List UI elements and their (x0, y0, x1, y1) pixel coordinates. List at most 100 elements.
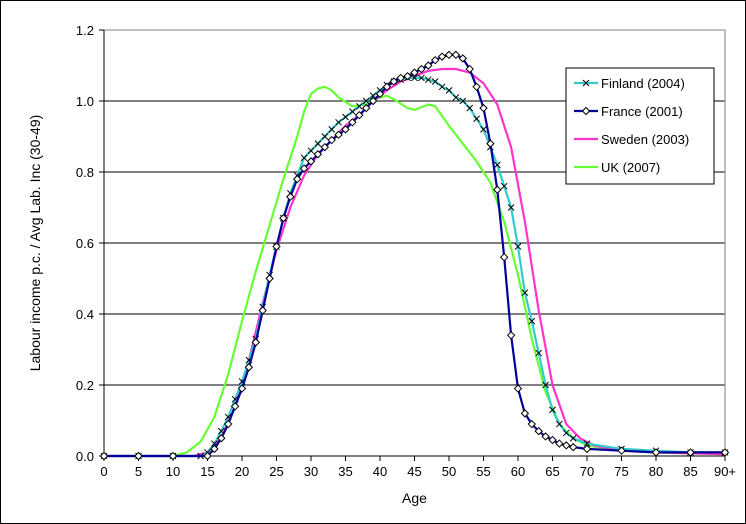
data-point-france-2001 (99, 451, 109, 461)
x-tick-label: 30 (304, 464, 318, 479)
data-point-finland-2004 (342, 113, 349, 121)
x-tick-label: 50 (442, 464, 456, 479)
data-point-france-2001 (375, 89, 385, 99)
data-point-france-2001 (451, 50, 461, 60)
data-point-france-2001 (444, 50, 454, 60)
data-point-finland-2004 (459, 97, 467, 105)
data-point-france-2001 (486, 139, 495, 148)
data-point-france-2001 (286, 192, 295, 202)
data-point-finland-2004 (411, 74, 418, 82)
legend-marker (581, 106, 591, 116)
data-point-finland-2004 (355, 102, 363, 110)
data-point-france-2001 (168, 451, 178, 461)
data-point-france-2001 (237, 384, 247, 393)
y-tick-label: 0.2 (76, 378, 94, 393)
data-point-france-2001 (313, 150, 323, 159)
data-point-france-2001 (361, 103, 371, 113)
data-point-france-2001 (513, 384, 523, 393)
data-point-finland-2004 (542, 381, 549, 389)
data-point-france-2001 (203, 451, 212, 461)
data-point-france-2001 (396, 73, 405, 83)
data-point-france-2001 (217, 434, 226, 443)
data-point-france-2001 (582, 444, 592, 454)
data-point-finland-2004 (328, 126, 336, 133)
data-point-finland-2004 (431, 78, 439, 85)
legend-label: Sweden (2003) (601, 132, 689, 147)
x-tick-label: 35 (338, 464, 352, 479)
x-tick-label: 45 (407, 464, 421, 479)
legend-item-sweden-2003: Sweden (2003) (574, 132, 689, 147)
data-point-france-2001 (527, 419, 537, 429)
data-point-france-2001 (327, 135, 336, 145)
data-point-france-2001 (403, 71, 412, 81)
legend: Finland (2004) France (2001) Sweden (2003)… (565, 67, 715, 185)
data-point-finland-2004 (473, 115, 480, 123)
data-point-france-2001 (410, 68, 419, 77)
data-point-finland-2004 (418, 74, 425, 82)
y-tick-label: 0.8 (76, 165, 94, 180)
data-point-finland-2004 (493, 161, 501, 169)
data-point-finland-2004 (562, 429, 570, 437)
x-tick-label: 25 (269, 464, 283, 479)
x-axis-title: Age (402, 490, 427, 506)
data-point-france-2001 (244, 363, 254, 372)
data-point-france-2001 (223, 419, 233, 429)
data-point-france-2001 (265, 274, 274, 283)
y-tick-label: 1.2 (76, 23, 94, 38)
data-point-france-2001 (479, 103, 488, 113)
data-point-finland-2004 (300, 154, 308, 162)
data-point-finland-2004 (507, 204, 515, 211)
series-line-uk-2007 (104, 85, 726, 458)
data-point-france-2001 (499, 252, 509, 262)
y-axis-title: Labour income p.c. / Avg Lab. Inc (30-49… (27, 115, 43, 372)
y-tick-label: 1.0 (76, 94, 94, 109)
legend-item-france-2001: France (2001) (574, 104, 683, 119)
data-point-finland-2004 (528, 317, 536, 325)
data-point-france-2001 (534, 426, 543, 436)
data-point-france-2001 (334, 130, 343, 139)
data-point-france-2001 (341, 125, 350, 134)
data-point-finland-2004 (500, 182, 508, 190)
data-point-france-2001 (520, 409, 530, 418)
data-point-france-2001 (472, 82, 481, 92)
data-point-finland-2004 (521, 289, 529, 297)
x-tick-label: 80 (649, 464, 663, 479)
data-point-france-2001 (320, 142, 330, 152)
data-point-france-2001 (506, 331, 516, 340)
data-point-finland-2004 (480, 126, 487, 133)
data-point-finland-2004 (514, 243, 522, 250)
data-point-france-2001 (430, 55, 440, 65)
data-point-france-2001 (720, 448, 730, 457)
data-point-finland-2004 (569, 434, 577, 442)
data-point-finland-2004 (452, 94, 460, 101)
data-point-finland-2004 (583, 440, 591, 447)
data-point-france-2001 (292, 174, 302, 184)
data-point-finland-2004 (556, 420, 563, 428)
data-point-france-2001 (458, 54, 468, 63)
data-point-france-2001 (306, 157, 316, 166)
x-tick-label: 85 (683, 464, 697, 479)
legend-label: France (2001) (601, 104, 683, 119)
data-point-france-2001 (562, 441, 571, 450)
x-tick-label: 65 (545, 464, 559, 479)
data-point-france-2001 (465, 64, 474, 74)
x-tick-label: 10 (166, 464, 180, 479)
data-point-france-2001 (555, 439, 564, 448)
x-tick-label: 40 (373, 464, 387, 479)
legend-item-finland-2004: Finland (2004) (574, 76, 685, 91)
data-point-france-2001 (368, 96, 378, 106)
data-point-france-2001 (686, 448, 695, 457)
x-tick-label: 90+ (714, 464, 736, 479)
data-point-finland-2004 (445, 86, 453, 94)
data-point-france-2001 (230, 402, 240, 411)
data-point-finland-2004 (466, 104, 474, 112)
data-point-france-2001 (568, 442, 578, 452)
data-point-france-2001 (210, 444, 219, 454)
data-point-finland-2004 (438, 83, 446, 91)
data-point-finland-2004 (535, 349, 543, 357)
data-point-france-2001 (382, 82, 392, 92)
legend-item-uk-2007: UK (2007) (574, 160, 660, 175)
y-tick-label: 0.6 (76, 236, 94, 251)
x-tick-label: 0 (100, 464, 107, 479)
